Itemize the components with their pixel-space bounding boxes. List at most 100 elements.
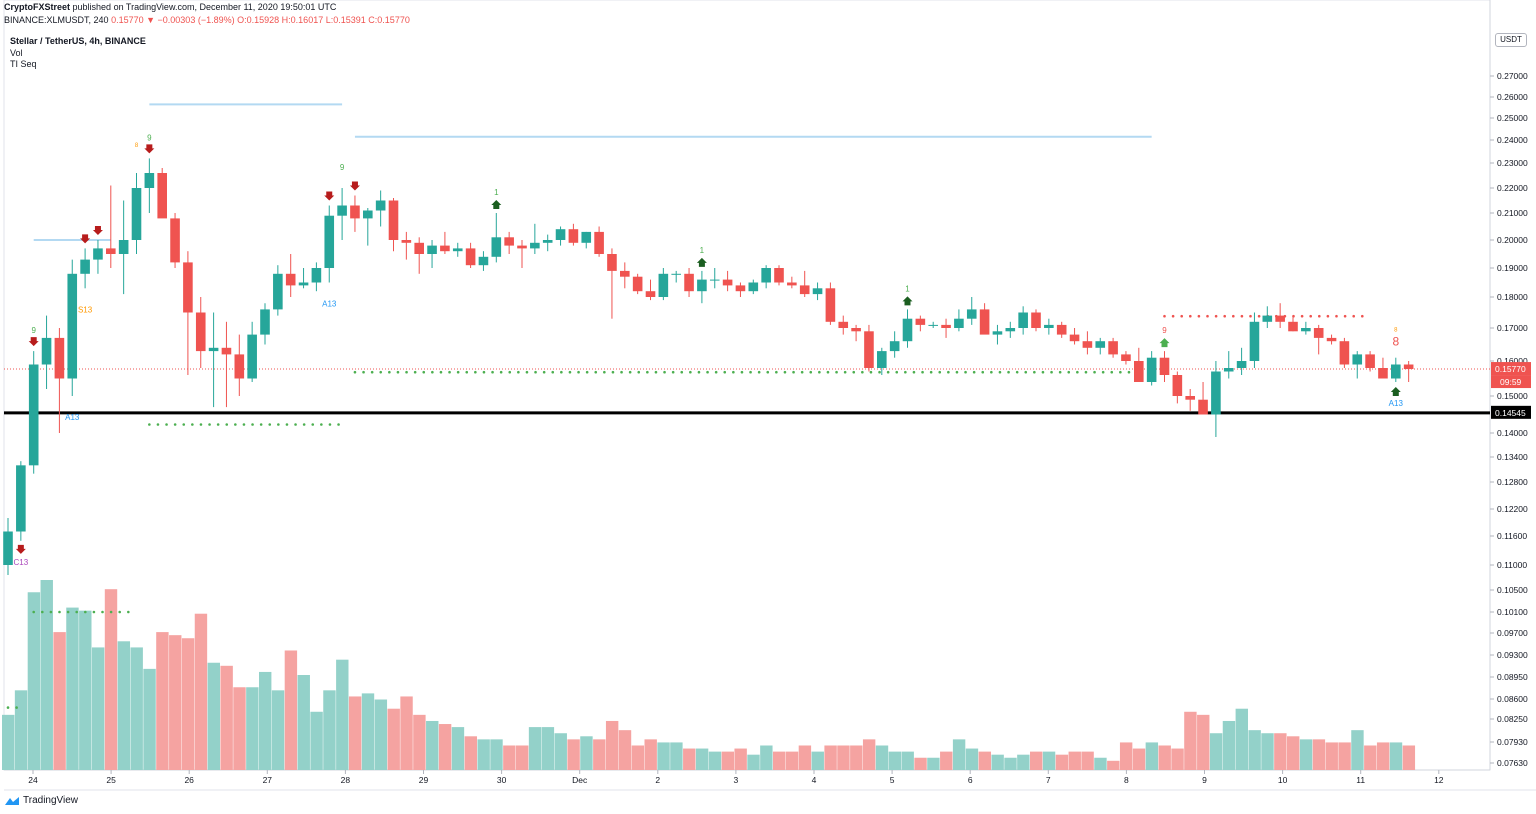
- volume-bar: [1209, 733, 1223, 770]
- candle: [1211, 361, 1221, 437]
- candle: [568, 223, 579, 246]
- candle: [3, 518, 13, 575]
- volume-bar: [1081, 751, 1094, 770]
- candle-body: [3, 531, 13, 565]
- candle: [221, 321, 232, 408]
- price-tick-label: 0.08950: [1497, 672, 1528, 682]
- level-dot: [732, 370, 735, 374]
- time-tick-label: 3: [734, 775, 739, 785]
- volume-bar: [605, 720, 619, 770]
- legend-title[interactable]: Stellar / TetherUS, 4h, BINANCE: [10, 36, 146, 46]
- level-dot: [362, 370, 365, 374]
- level-dot: [41, 610, 44, 614]
- support-price-badge: 0.14545: [1491, 405, 1531, 419]
- candle: [1005, 321, 1016, 338]
- level-dot: [294, 423, 297, 426]
- price-tick-label: 0.12200: [1497, 504, 1528, 514]
- level-dot: [1309, 314, 1312, 318]
- candle-body: [195, 312, 206, 352]
- level-dot: [405, 370, 408, 374]
- price-tick-label: 0.21000: [1497, 208, 1528, 218]
- level-dot: [1076, 370, 1079, 374]
- candle-body: [1121, 354, 1131, 361]
- volume-bar: [503, 745, 516, 770]
- level-dot: [990, 370, 993, 374]
- candle-body: [41, 337, 52, 365]
- candle-body: [118, 240, 129, 254]
- level-dot: [1257, 314, 1261, 318]
- level-dot: [646, 370, 649, 374]
- tradingview-brand: TradingView: [23, 795, 79, 806]
- candle-body: [774, 268, 784, 283]
- candle: [16, 461, 26, 541]
- candle: [1134, 347, 1144, 382]
- td-sequential-label: A13: [322, 300, 337, 309]
- candle-body: [722, 279, 733, 286]
- candle-body: [1236, 361, 1247, 368]
- candle-body: [350, 205, 360, 219]
- candle: [1121, 351, 1131, 365]
- time-tick-label: 25: [106, 775, 116, 785]
- price-tick-label: 0.11000: [1497, 560, 1527, 570]
- legend-volume[interactable]: Vol: [10, 47, 23, 58]
- candle-body: [144, 173, 155, 188]
- volume-bar: [837, 745, 850, 770]
- level-dot: [182, 423, 186, 426]
- candle: [1082, 331, 1093, 355]
- candle: [1275, 303, 1285, 328]
- level-dot: [972, 370, 976, 374]
- level-dot: [370, 370, 374, 374]
- currency-unit-label[interactable]: USDT: [1495, 33, 1527, 47]
- level-dot: [448, 370, 451, 374]
- level-dot: [663, 370, 666, 374]
- candle: [28, 351, 39, 474]
- legend-indicator[interactable]: TI Seq: [10, 59, 37, 69]
- level-dot: [534, 370, 537, 374]
- volume-bar: [1325, 742, 1338, 770]
- price-tick-label: 0.10500: [1497, 585, 1528, 595]
- level-dot: [852, 370, 856, 374]
- volume-bar: [27, 592, 41, 770]
- arrow-up-icon: [1159, 338, 1170, 348]
- volume-bar: [181, 638, 195, 770]
- price-tick-label: 0.18000: [1497, 292, 1528, 302]
- volume-bar: [1107, 760, 1120, 770]
- dotted-level: [6, 706, 18, 709]
- candle: [979, 303, 990, 335]
- candle: [324, 205, 335, 283]
- volume-bar: [400, 696, 413, 770]
- volume-bar: [1094, 757, 1107, 770]
- last-price-badge-text: 0.15770: [1495, 364, 1526, 374]
- candle-body: [941, 324, 951, 328]
- candle-body: [298, 282, 309, 286]
- price-tick-label: 0.10100: [1497, 607, 1528, 617]
- level-dot: [396, 370, 400, 374]
- volume-bar: [1197, 714, 1210, 770]
- volume-bar: [464, 736, 477, 770]
- candle-body: [1403, 364, 1414, 370]
- close-value: C:0.15770: [368, 15, 410, 25]
- level-dot: [148, 423, 151, 426]
- volume-bar: [580, 736, 593, 770]
- candle-body: [992, 331, 1003, 335]
- level-dot: [456, 370, 460, 374]
- level-dot: [637, 370, 641, 374]
- price-tick-label: 0.27000: [1497, 71, 1528, 81]
- volume-bar: [567, 739, 580, 770]
- price-tick-label: 0.07930: [1497, 737, 1528, 747]
- price-tick-label: 0.20000: [1497, 235, 1528, 245]
- volume-bar: [233, 687, 246, 770]
- published-text: published on TradingView.com, December 1…: [72, 2, 337, 12]
- volume-bar: [1145, 742, 1159, 770]
- candle: [709, 268, 720, 289]
- level-dot: [1110, 370, 1114, 374]
- candle: [684, 268, 694, 297]
- level-dot: [955, 370, 959, 374]
- candle-body: [928, 324, 938, 326]
- td-sequential-label: 9: [31, 326, 36, 335]
- level-dot: [208, 423, 211, 426]
- candle-body: [851, 328, 861, 332]
- arrow-down-icon: [28, 337, 39, 347]
- candle-body: [170, 218, 180, 263]
